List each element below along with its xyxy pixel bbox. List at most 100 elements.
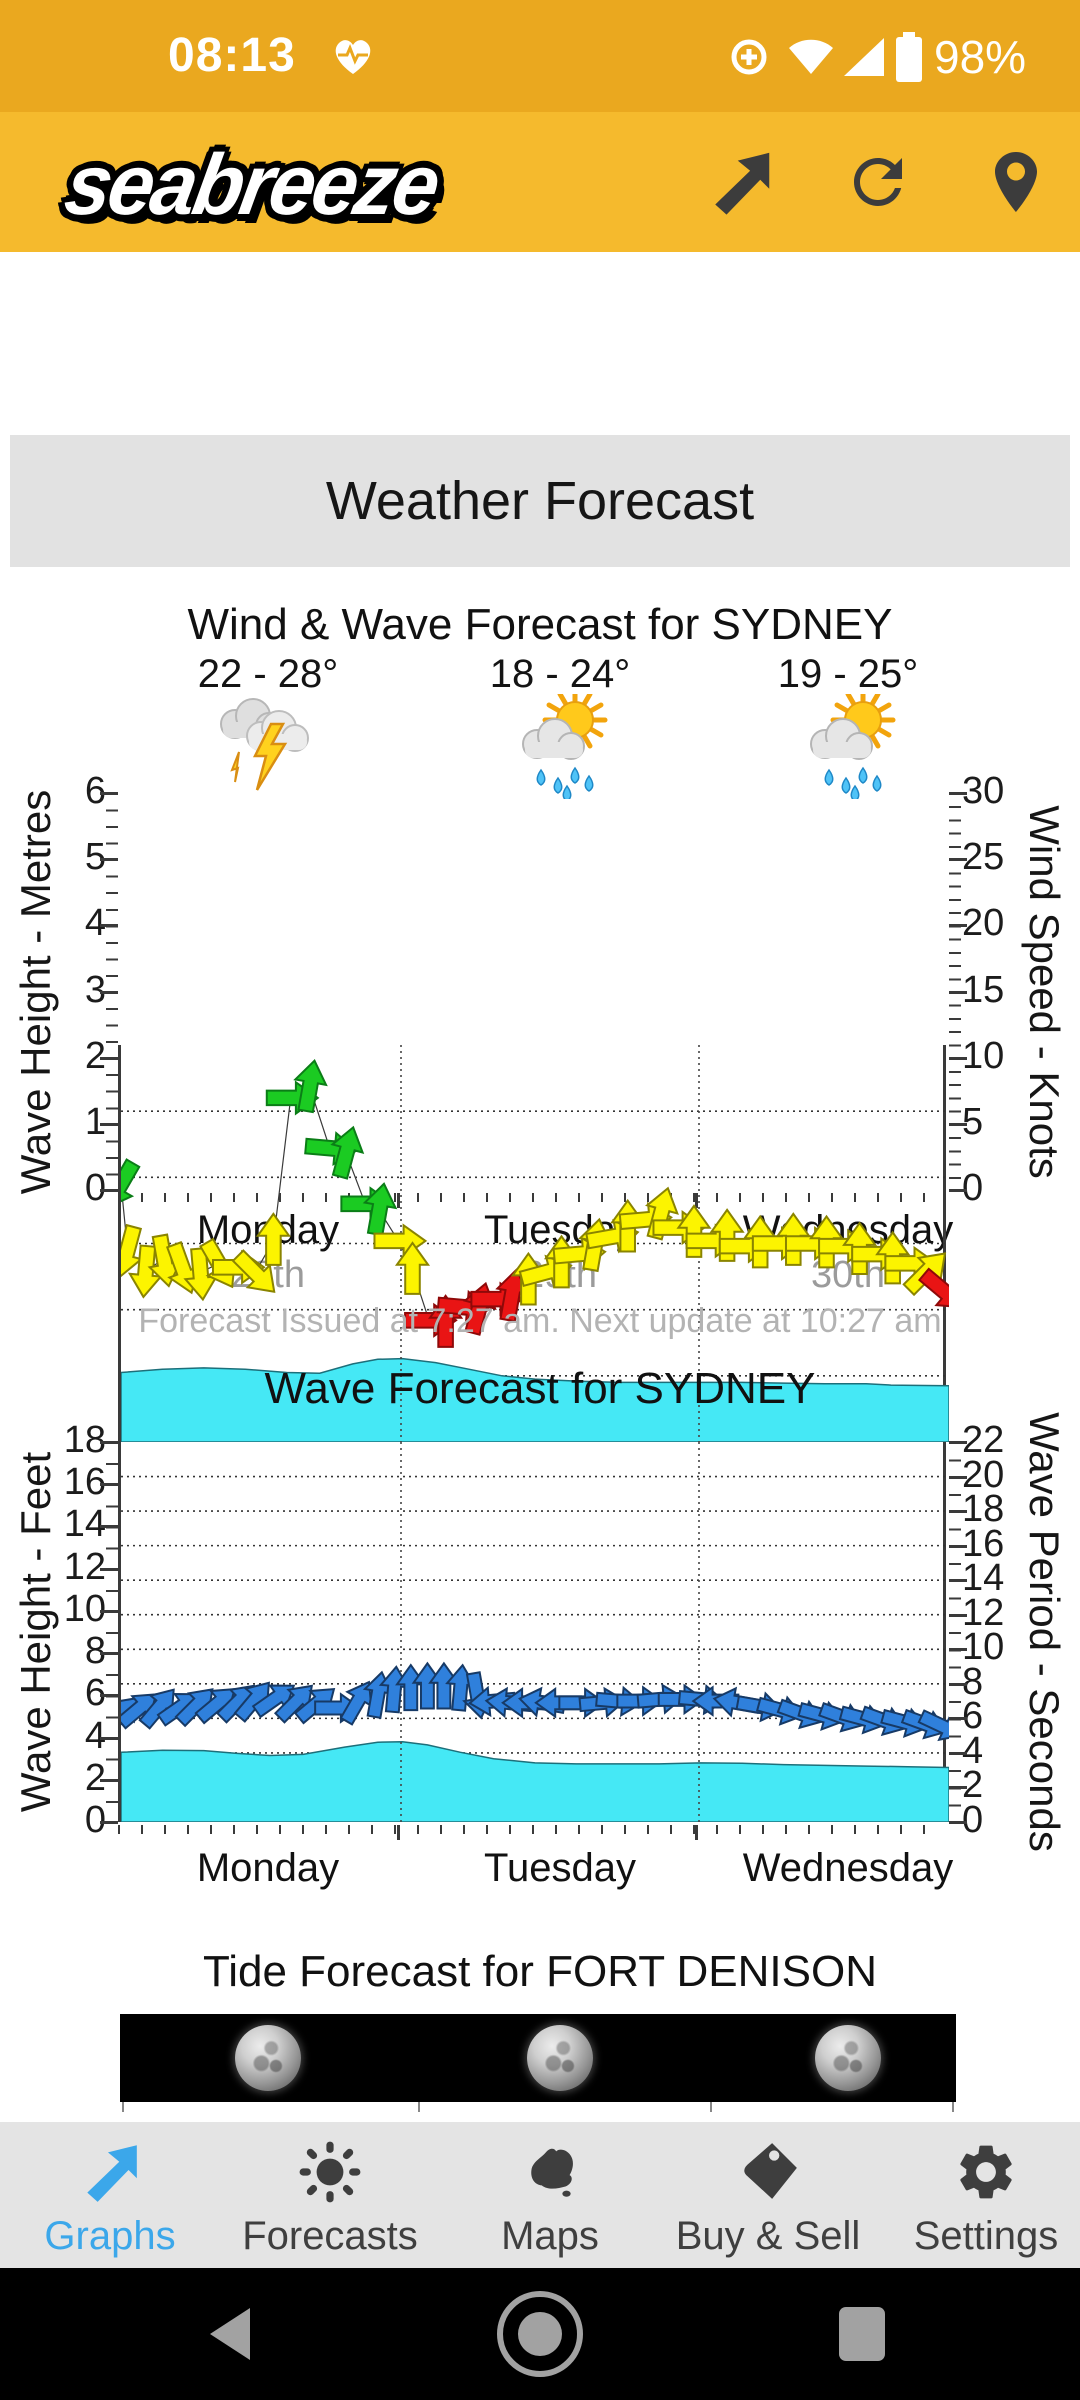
wave-right-tick: 22 — [962, 1419, 1005, 1461]
axis-ticks — [949, 793, 961, 1190]
wave-left-tick: 4 — [84, 1714, 106, 1757]
forecast-issued-note: Forecast Issued at 7:27 am. Next update … — [138, 1302, 942, 1340]
wind-wave-right-tick: 5 — [962, 1100, 984, 1143]
wave-chart-title: Wave Forecast for SYDNEY — [264, 1364, 816, 1413]
wind-wave-right-tick: 10 — [962, 1034, 1005, 1077]
axis-ticks — [949, 1821, 967, 1824]
forecast-day-icon — [501, 694, 619, 799]
app-logo: seabreeze — [58, 137, 445, 233]
wave-right-tick: 10 — [962, 1626, 1005, 1669]
axis-ticks — [100, 1189, 118, 1192]
gear-icon — [881, 2136, 1080, 2208]
wind-wave-right-tick: 20 — [962, 902, 1005, 945]
axis-ticks — [100, 1525, 118, 1529]
nav-item-forecasts[interactable]: Forecasts — [225, 2136, 435, 2259]
axis-ticks — [100, 1652, 118, 1656]
axis-ticks — [949, 1786, 967, 1790]
refresh-icon[interactable] — [842, 146, 914, 218]
wave-plot — [118, 1442, 949, 1822]
axis-ticks — [118, 1825, 946, 1834]
location-pin-icon[interactable] — [980, 146, 1052, 218]
nav-label: Buy & Sell — [675, 2214, 861, 2258]
axis-ticks — [949, 924, 967, 928]
wind-wave-plot — [118, 1045, 949, 1442]
wind-wave-left-tick: 4 — [84, 902, 106, 945]
wave-left-tick: 18 — [63, 1419, 106, 1461]
axis-ticks — [397, 1825, 400, 1840]
back-icon[interactable] — [204, 2306, 256, 2362]
nav-item-graphs[interactable]: Graphs — [5, 2136, 215, 2259]
graphs-arrow-icon — [5, 2136, 215, 2208]
axis-ticks — [100, 1778, 118, 1782]
home-icon[interactable] — [492, 2286, 588, 2382]
android-navigation-bar — [0, 2268, 1080, 2400]
tide-axis-tick — [122, 2102, 124, 2112]
axis-ticks — [100, 1056, 118, 1060]
axis-ticks — [100, 1122, 118, 1126]
wind-wave-left-axis-title: Wave Height - Metres — [12, 789, 59, 1194]
temperature-range-label: 18 - 24° — [489, 652, 631, 696]
nav-item-buy-sell[interactable]: Buy & Sell — [663, 2136, 873, 2259]
nav-label: Settings — [913, 2214, 1059, 2258]
axis-ticks — [949, 1442, 961, 1822]
axis-ticks — [100, 990, 118, 994]
axis-ticks — [100, 1483, 118, 1487]
axis-ticks — [100, 1567, 118, 1571]
wave-left-tick: 16 — [63, 1461, 106, 1504]
wind-wave-left-tick: 1 — [84, 1100, 106, 1143]
section-banner: Weather Forecast — [10, 435, 1070, 567]
wind-wave-left-tick: 3 — [84, 968, 106, 1011]
axis-ticks — [100, 1609, 118, 1613]
section-banner-title: Weather Forecast — [325, 471, 755, 531]
axis-ticks — [695, 1825, 698, 1840]
battery-percent: 98% — [934, 31, 1027, 83]
wave-chart-canvas — [121, 1442, 949, 1822]
wave-right-tick: 18 — [962, 1488, 1005, 1531]
wave-right-tick: 14 — [962, 1557, 1005, 1600]
temperature-range-label: 19 - 25° — [777, 652, 919, 696]
wind-wave-left-tick: 6 — [84, 770, 106, 812]
wave-right-tick: 12 — [962, 1591, 1005, 1634]
australia-map-icon — [445, 2136, 655, 2208]
wave-right-tick: 4 — [962, 1729, 984, 1772]
recents-icon[interactable] — [837, 2305, 887, 2363]
nav-item-maps[interactable]: Maps — [445, 2136, 655, 2259]
wave-right-axis-title: Wave Period - Seconds — [1021, 1412, 1068, 1852]
wave-left-tick: 14 — [63, 1503, 106, 1546]
axis-ticks — [100, 858, 118, 862]
wind-direction-arrow-icon[interactable] — [704, 146, 776, 218]
axis-ticks — [949, 1056, 967, 1060]
wind-wave-right-tick: 25 — [962, 836, 1005, 879]
axis-ticks — [949, 1613, 967, 1617]
wifi-icon — [786, 34, 836, 80]
wind-wave-left-tick: 5 — [84, 836, 106, 879]
app-header: seabreeze — [0, 112, 1080, 252]
axis-ticks — [949, 1189, 967, 1192]
axis-ticks — [949, 1579, 967, 1583]
battery-icon — [892, 30, 926, 84]
nav-label: Maps — [501, 2214, 599, 2258]
tide-axis-tick — [710, 2102, 712, 2112]
axis-ticks — [949, 1475, 967, 1479]
tag-icon — [663, 2136, 873, 2208]
tide-axis-tick — [952, 2102, 954, 2112]
content-scroll-area[interactable]: Weather Forecast Wind & Wave Forecast fo… — [0, 252, 1080, 2122]
nav-item-settings[interactable]: Settings — [881, 2136, 1080, 2259]
nav-label: Graphs — [44, 2214, 176, 2258]
axis-ticks — [949, 792, 967, 795]
axis-ticks — [100, 924, 118, 928]
temperature-range-label: 22 - 28° — [197, 652, 339, 696]
wind-wave-right-tick: 0 — [962, 1167, 984, 1209]
wind-wave-right-tick: 15 — [962, 968, 1005, 1011]
nav-label: Forecasts — [242, 2214, 418, 2258]
wind-wave-chart-title: Wind & Wave Forecast for SYDNEY — [187, 600, 893, 649]
thunderstorm-icon — [220, 698, 309, 791]
wind-wave-right-tick: 30 — [962, 770, 1005, 812]
wind-wave-chart-canvas — [121, 1045, 949, 1442]
forecast-day-icon — [789, 694, 907, 799]
tide-axis-tick — [418, 2102, 420, 2112]
wave-right-tick: 20 — [962, 1453, 1005, 1496]
axis-ticks — [949, 1122, 967, 1126]
full-moon-image — [235, 2025, 301, 2091]
